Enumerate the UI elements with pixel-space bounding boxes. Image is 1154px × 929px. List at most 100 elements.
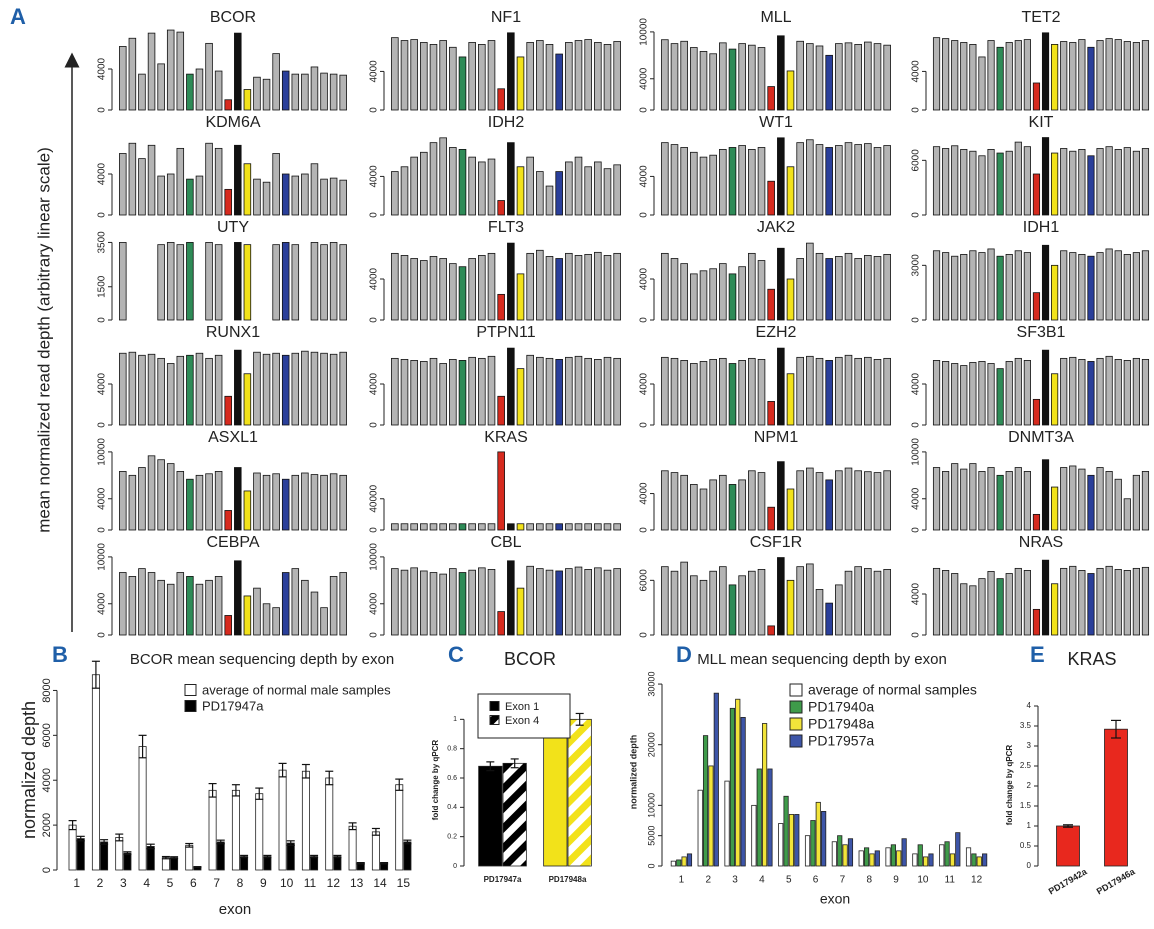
bar xyxy=(815,144,824,216)
bar xyxy=(555,53,563,111)
y-tick-label: 0 xyxy=(453,863,457,870)
y-tick-label: 4000 xyxy=(97,487,108,510)
bar xyxy=(449,568,457,636)
bar xyxy=(68,824,77,871)
bar xyxy=(709,53,717,111)
y-tick-label: 0 xyxy=(97,422,108,428)
x-tick-label: 15 xyxy=(397,876,411,890)
bar xyxy=(176,355,185,426)
bar xyxy=(1104,728,1128,867)
y-tick-label: 1.5 xyxy=(1020,801,1032,810)
bar xyxy=(574,523,583,531)
error-bar xyxy=(1063,824,1073,828)
bar xyxy=(253,178,261,216)
bar xyxy=(748,570,756,636)
bar xyxy=(613,252,621,321)
bar xyxy=(729,707,735,867)
panel-title: EZH2 xyxy=(756,324,797,341)
panel-title: MLL mean sequencing depth by exon xyxy=(697,651,947,668)
bar xyxy=(1096,357,1104,426)
y-tick-label: 0 xyxy=(369,632,380,638)
bar xyxy=(1078,39,1086,111)
bar xyxy=(1032,608,1041,636)
bar xyxy=(166,29,175,111)
bar xyxy=(1123,253,1131,321)
bar xyxy=(767,506,775,531)
y-tick-label: 0 xyxy=(369,212,380,218)
bar xyxy=(777,247,785,321)
bar xyxy=(864,568,872,636)
bar xyxy=(1014,357,1022,426)
bar xyxy=(1105,38,1113,111)
bar xyxy=(709,268,717,321)
bar xyxy=(320,607,328,636)
bar xyxy=(842,844,848,867)
bar xyxy=(420,523,428,531)
bar xyxy=(253,587,261,636)
bar xyxy=(281,354,290,426)
bar xyxy=(719,474,727,531)
bar xyxy=(449,147,457,216)
bar xyxy=(996,368,1004,426)
bar xyxy=(680,360,688,426)
bar xyxy=(516,368,525,426)
bar xyxy=(478,567,486,636)
bar xyxy=(942,38,950,111)
bar xyxy=(526,156,534,216)
bar xyxy=(960,253,968,321)
bar xyxy=(487,158,496,216)
bar xyxy=(243,163,252,216)
bar xyxy=(883,470,891,531)
bar xyxy=(1123,360,1131,426)
bar xyxy=(969,150,977,216)
bar xyxy=(794,814,800,867)
bar xyxy=(584,569,592,636)
panel-letter: D xyxy=(676,642,692,667)
bar xyxy=(119,471,127,531)
bar xyxy=(205,473,213,531)
bar xyxy=(584,357,592,426)
bar xyxy=(831,841,837,867)
bar xyxy=(748,470,756,531)
y-tick-label: 2.5 xyxy=(1020,761,1032,770)
bar xyxy=(262,603,271,636)
bar xyxy=(806,139,814,216)
bar xyxy=(728,484,737,531)
bar xyxy=(996,46,1004,111)
bar xyxy=(864,41,872,111)
panel-title: DNMT3A xyxy=(1008,429,1074,446)
bar xyxy=(969,362,977,426)
bar xyxy=(670,472,679,531)
bar xyxy=(942,361,950,426)
bar xyxy=(339,474,347,531)
bar xyxy=(166,173,175,216)
bar xyxy=(932,146,941,216)
y-tick-label: 4000 xyxy=(911,582,922,605)
bar xyxy=(1005,42,1013,111)
bar xyxy=(439,573,447,636)
x-tick-label: 1 xyxy=(73,876,80,890)
bar xyxy=(497,88,505,111)
bar xyxy=(978,252,986,321)
bar xyxy=(291,73,300,111)
bar xyxy=(468,356,476,426)
bar xyxy=(214,70,223,111)
bar xyxy=(719,357,727,426)
bar xyxy=(516,273,525,321)
panel-letter: E xyxy=(1030,642,1045,667)
bar xyxy=(224,188,232,216)
bar xyxy=(864,356,872,426)
bar xyxy=(526,354,534,426)
bar xyxy=(1078,468,1086,531)
bar xyxy=(291,352,300,426)
y-tick-label: 4000 xyxy=(97,57,108,80)
panel-title: BCOR xyxy=(504,649,556,669)
bar xyxy=(686,853,693,867)
bar xyxy=(835,356,843,426)
bar xyxy=(1105,355,1113,426)
bar xyxy=(806,355,814,426)
bar xyxy=(543,718,568,867)
bar xyxy=(708,765,714,867)
bar xyxy=(951,40,959,111)
bar xyxy=(1141,358,1150,426)
